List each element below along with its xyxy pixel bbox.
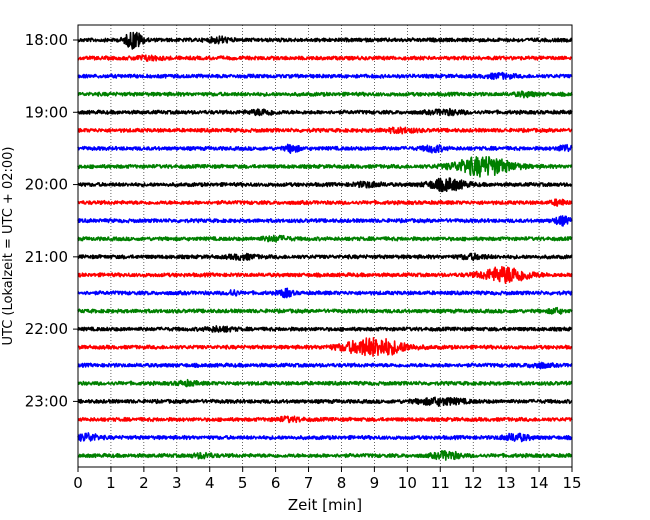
- trace-line: [77, 215, 573, 227]
- plot-frame: [77, 24, 573, 468]
- x-tick-label: 12: [464, 474, 483, 492]
- y-tick-label: 19:00: [25, 103, 68, 121]
- trace-line: [77, 143, 573, 155]
- trace-line: [77, 396, 573, 407]
- x-tick-label: 2: [139, 474, 149, 492]
- x-axis-ticks: 0 1 2 3 4 5 6 7 8 9 10 11 12 13 14 15: [73, 467, 582, 492]
- x-tick-label: 6: [271, 474, 281, 492]
- y-tick-label: 21:00: [25, 248, 68, 266]
- trace-lines: [77, 31, 573, 461]
- trace-line: [77, 450, 573, 461]
- trace-line: [77, 90, 573, 99]
- y-tick-label: 18:00: [25, 31, 68, 49]
- trace-line: [77, 337, 573, 357]
- y-axis-ticks: 18:00 19:00 20:00 21:00 22:00 23:00: [25, 31, 78, 410]
- x-axis-label: Zeit [min]: [288, 496, 362, 514]
- trace-line: [77, 31, 573, 50]
- x-tick-label: 9: [370, 474, 380, 492]
- trace-line: [77, 198, 573, 207]
- x-tick-label: 1: [106, 474, 116, 492]
- trace-line: [77, 361, 573, 370]
- x-tick-label: 3: [172, 474, 182, 492]
- trace-line: [77, 378, 573, 388]
- x-tick-label: 0: [73, 474, 83, 492]
- trace-line: [77, 287, 573, 299]
- trace-line: [77, 252, 573, 262]
- x-tick-label: 11: [431, 474, 450, 492]
- x-tick-label: 5: [238, 474, 248, 492]
- trace-line: [77, 177, 573, 193]
- trace-line: [77, 265, 573, 285]
- y-tick-label: 20:00: [25, 176, 68, 194]
- x-tick-label: 14: [530, 474, 549, 492]
- y-tick-label: 22:00: [25, 320, 68, 338]
- trace-line: [77, 126, 573, 135]
- x-tick-label: 8: [337, 474, 347, 492]
- x-tick-label: 13: [497, 474, 516, 492]
- trace-line: [77, 156, 573, 178]
- x-tick-label: 15: [562, 474, 581, 492]
- y-tick-label: 23:00: [25, 392, 68, 410]
- x-tick-label: 10: [398, 474, 417, 492]
- trace-line: [77, 415, 573, 424]
- trace-line: [77, 107, 573, 117]
- y-axis-label: UTC (Lokalzeit = UTC + 02:00): [1, 147, 16, 346]
- trace-line: [77, 306, 573, 315]
- x-tick-label: 4: [205, 474, 215, 492]
- trace-line: [77, 432, 573, 443]
- trace-line: [77, 54, 573, 62]
- trace-line: [77, 71, 573, 81]
- trace-line: [77, 325, 573, 333]
- trace-line: [77, 234, 573, 243]
- x-tick-label: 7: [304, 474, 314, 492]
